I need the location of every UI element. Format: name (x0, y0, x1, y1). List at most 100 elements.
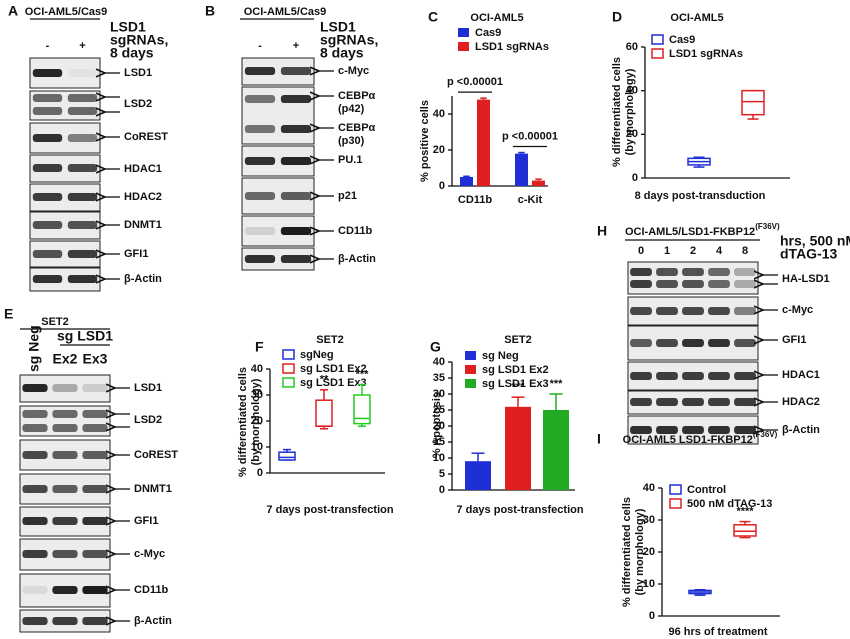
band (708, 339, 730, 347)
band (82, 485, 108, 493)
legend-swatch (458, 42, 469, 51)
blot-header: OCI-AML5/Cas9 (244, 6, 327, 18)
panel-letter: A (8, 3, 18, 19)
title-sup: (F36V) (753, 430, 778, 439)
band (244, 125, 276, 133)
blot-strip (627, 261, 759, 295)
legend-swatch (465, 365, 476, 374)
band (32, 69, 63, 77)
y-axis-label: % differentiated cells (237, 367, 249, 477)
band-label: CEBPα (338, 122, 376, 134)
legend-swatch (282, 377, 295, 388)
band (22, 586, 48, 594)
bar (477, 99, 490, 186)
lane-label: 4 (716, 245, 723, 257)
band (734, 426, 756, 434)
band (67, 275, 98, 283)
y-tick-label: 30 (433, 388, 445, 400)
y-tick-label: 30 (643, 514, 655, 526)
chart-title: OCI-AML5 (670, 12, 723, 24)
y-tick-label: 10 (251, 441, 263, 453)
band-label: CEBPα (338, 90, 376, 102)
band (82, 517, 108, 525)
lane-label: - (258, 40, 262, 52)
band-label: c-Myc (782, 304, 813, 316)
band-label: DNMT1 (134, 483, 172, 495)
band (280, 157, 312, 165)
band (32, 193, 63, 201)
y-tick-label: 0 (632, 172, 638, 184)
band (280, 95, 312, 103)
y-tick-label: 10 (433, 452, 445, 464)
band (708, 426, 730, 434)
band (280, 227, 312, 235)
y-tick-label: 40 (626, 85, 638, 97)
title-text: OCI-AML5 (670, 12, 723, 24)
band-label: CoREST (134, 449, 178, 461)
lane-note: hrs, 500 nM (780, 233, 850, 249)
box (353, 394, 371, 425)
panel-letter: G (430, 339, 441, 355)
title-text: OCI-AML5 LSD1-FKBP12 (623, 434, 753, 446)
y-tick-label: 40 (251, 363, 263, 375)
y-axis-label: (by morphology) (624, 68, 636, 155)
band (52, 485, 78, 493)
band (630, 372, 652, 380)
y-tick-label: 15 (433, 436, 445, 448)
chart-title: OCI-AML5 LSD1-FKBP12(F36V) (623, 430, 778, 446)
band (682, 372, 704, 380)
band (682, 280, 704, 288)
box (741, 89, 765, 116)
y-tick-label: 20 (433, 144, 445, 156)
band (82, 410, 108, 418)
lane-note: 8 days (110, 45, 154, 61)
y-tick-label: 40 (643, 482, 655, 494)
band-label: HDAC2 (782, 396, 820, 408)
bar (543, 410, 569, 490)
lane-note: dTAG-13 (780, 246, 838, 262)
header-text: OCI-AML5/LSD1-FKBP12 (625, 226, 755, 238)
band-label: LSD2 (134, 414, 162, 426)
header-text: SET2 (41, 316, 69, 328)
band (656, 307, 678, 315)
legend-label: sg LSD1 Ex3 (482, 378, 549, 390)
y-tick-label: 30 (251, 389, 263, 401)
legend-label: 500 nM dTAG-13 (687, 498, 772, 510)
header-text: OCI-AML5/Cas9 (244, 6, 327, 18)
band-label: GFI1 (134, 515, 158, 527)
y-axis-label: (by morphology) (250, 378, 262, 465)
title-text: SET2 (316, 334, 344, 346)
band (67, 250, 98, 258)
band (67, 164, 98, 172)
y-tick-label: 0 (649, 610, 655, 622)
band-label: PU.1 (338, 154, 362, 166)
y-tick-label: 10 (643, 578, 655, 590)
band (280, 125, 312, 133)
band (734, 268, 756, 276)
band (52, 451, 78, 459)
legend-swatch (282, 349, 295, 360)
band (67, 221, 98, 229)
legend-swatch (465, 379, 476, 388)
y-tick-label: 40 (433, 108, 445, 120)
band (630, 339, 652, 347)
band (630, 280, 652, 288)
lane-note: LSD1 (320, 19, 356, 35)
lane-label: 0 (638, 245, 644, 257)
header-text: OCI-AML5/Cas9 (25, 6, 108, 18)
x-tick-label: CD11b (458, 194, 493, 206)
lane-label: 1 (664, 245, 670, 257)
panel-letter: I (597, 431, 601, 447)
band (708, 372, 730, 380)
lane-note: sgRNAs, (110, 32, 168, 48)
band (708, 398, 730, 406)
band (82, 384, 108, 392)
band-label: c-Myc (134, 548, 165, 560)
annotation: *** (512, 381, 526, 393)
band-label: CD11b (338, 225, 373, 237)
band-label: c-Myc (338, 65, 369, 77)
bar (465, 461, 491, 490)
panel-letter: H (597, 223, 607, 239)
band-label: β-Actin (782, 424, 820, 436)
